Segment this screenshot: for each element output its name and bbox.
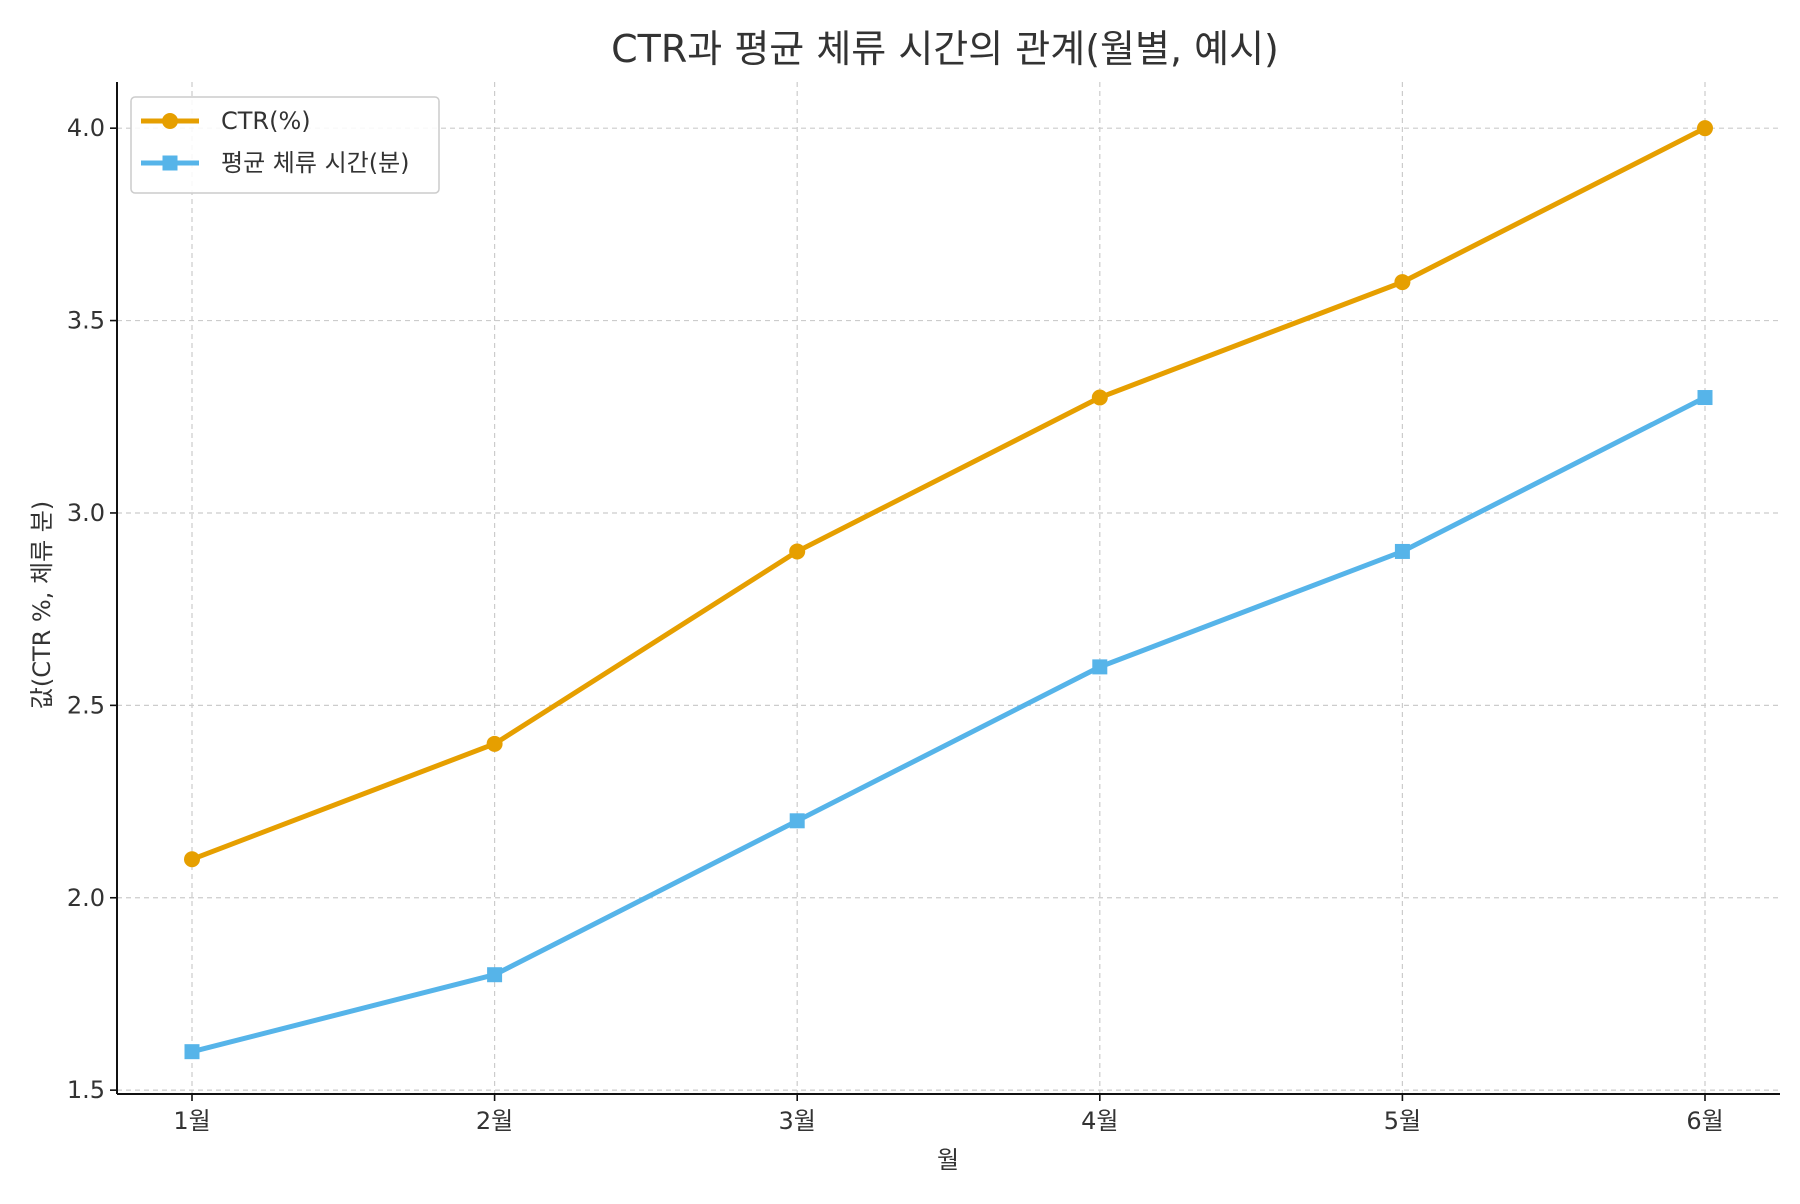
legend: CTR(%) 평균 체류 시간(분) xyxy=(130,96,440,194)
series-line xyxy=(189,395,1708,1055)
data-point-square xyxy=(789,813,805,829)
x-axis-title: 월 xyxy=(937,1146,959,1174)
x-tick-label: 3월 xyxy=(779,1107,816,1135)
y-axis-title: 값(CTR %, 체류 분) xyxy=(28,501,56,709)
y-tick-label: 1.5 xyxy=(67,1076,105,1104)
grid xyxy=(117,82,1780,1094)
y-tick-label: 4.0 xyxy=(67,114,105,142)
data-point-circle xyxy=(789,543,806,560)
legend-marker-square xyxy=(162,155,178,171)
x-tick-label: 4월 xyxy=(1081,1107,1118,1135)
x-tick-label: 6월 xyxy=(1686,1107,1723,1135)
data-point-square xyxy=(184,1044,200,1060)
legend-marker-circle xyxy=(162,113,178,129)
series-layer xyxy=(184,120,1713,1060)
legend-box xyxy=(130,96,440,194)
series-1 xyxy=(184,120,1713,868)
y-tick-label: 3.5 xyxy=(67,307,105,335)
axes: 1.5 2.0 2.5 3.0 3.5 4.0 1월 2월 3월 4월 5월 6월 xyxy=(67,82,1780,1135)
data-point-circle xyxy=(1091,389,1108,406)
data-point-square xyxy=(1092,659,1108,675)
data-point-circle xyxy=(1697,120,1713,137)
data-point-circle xyxy=(184,851,200,868)
legend-label: CTR(%) xyxy=(221,107,311,135)
data-point-square xyxy=(1394,543,1410,559)
data-point-circle xyxy=(486,735,503,752)
data-point-circle xyxy=(1394,274,1411,291)
x-tick-label: 1월 xyxy=(173,1107,210,1135)
x-tick-label: 2월 xyxy=(476,1107,513,1135)
x-tick-label: 5월 xyxy=(1384,1107,1421,1135)
data-point-square xyxy=(1697,390,1713,406)
series-2 xyxy=(184,390,1713,1060)
y-tick-label: 2.5 xyxy=(67,691,105,719)
data-point-square xyxy=(487,967,503,983)
legend-item-1: CTR(%) xyxy=(141,107,311,135)
y-tick-label: 3.0 xyxy=(67,499,105,527)
series-line xyxy=(189,125,1708,862)
chart-title: CTR과 평균 체류 시간의 관계(월별, 예시) xyxy=(611,27,1279,71)
y-tick-label: 2.0 xyxy=(67,884,105,912)
legend-item-2: 평균 체류 시간(분) xyxy=(141,149,410,177)
legend-label: 평균 체류 시간(분) xyxy=(221,149,410,177)
